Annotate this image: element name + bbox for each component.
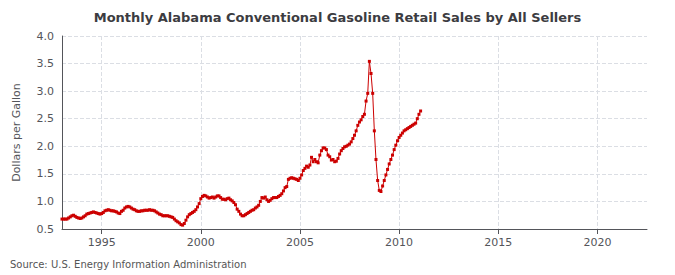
- svg-text:1.5: 1.5: [37, 167, 55, 180]
- svg-text:1.0: 1.0: [37, 195, 55, 208]
- svg-text:2005: 2005: [286, 236, 314, 249]
- svg-text:0.5: 0.5: [37, 223, 55, 236]
- svg-text:Dollars per Gallon: Dollars per Gallon: [10, 83, 23, 182]
- svg-text:3.0: 3.0: [37, 85, 55, 98]
- svg-text:3.5: 3.5: [37, 57, 55, 70]
- svg-text:4.0: 4.0: [37, 30, 55, 43]
- svg-text:2015: 2015: [484, 236, 512, 249]
- svg-text:2010: 2010: [385, 236, 413, 249]
- svg-text:2020: 2020: [583, 236, 611, 249]
- svg-text:Source: U.S. Energy Informatio: Source: U.S. Energy Information Administ…: [10, 259, 247, 270]
- svg-text:Monthly Alabama Conventional G: Monthly Alabama Conventional Gasoline Re…: [94, 10, 582, 25]
- svg-text:2.0: 2.0: [37, 140, 55, 153]
- svg-text:1995: 1995: [88, 236, 116, 249]
- svg-text:2000: 2000: [187, 236, 215, 249]
- svg-text:2.5: 2.5: [37, 112, 55, 125]
